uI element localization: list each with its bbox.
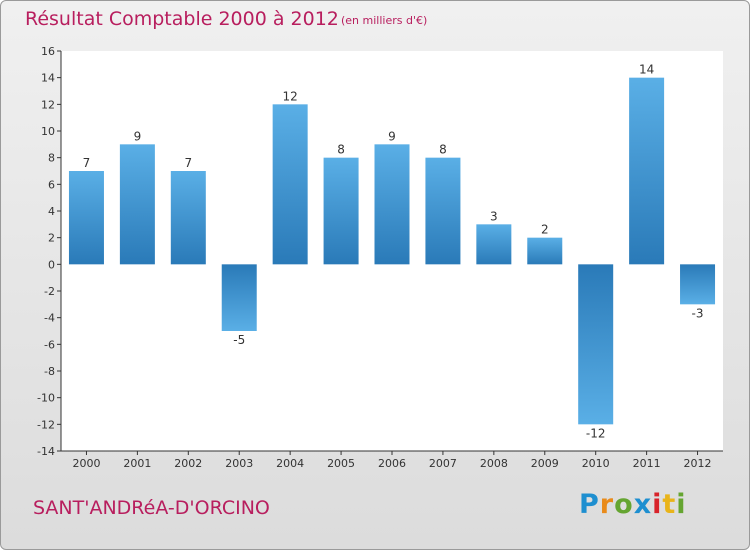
y-tick-label: -4 xyxy=(44,312,55,325)
logo-letter: i xyxy=(652,489,663,520)
y-tick-label: -12 xyxy=(37,418,55,431)
x-tick-label: 2009 xyxy=(531,457,559,470)
data-label: 7 xyxy=(184,156,192,170)
bar xyxy=(680,264,716,305)
logo-letter: t xyxy=(662,489,677,520)
chart-title: Résultat Comptable 2000 à 2012 xyxy=(25,8,339,30)
proxiti-logo[interactable]: Proxiti xyxy=(579,489,687,520)
data-label: 9 xyxy=(134,129,142,143)
x-tick-label: 2005 xyxy=(327,457,355,470)
bar xyxy=(527,237,563,265)
y-tick-label: -6 xyxy=(44,338,55,351)
x-tick-label: 2011 xyxy=(633,457,661,470)
bar xyxy=(68,171,104,265)
data-label: 8 xyxy=(337,143,345,157)
bar xyxy=(119,144,155,265)
data-label: 2 xyxy=(541,223,549,237)
bar xyxy=(170,171,206,265)
y-tick-label: 4 xyxy=(48,205,55,218)
data-label: -3 xyxy=(692,306,704,320)
y-tick-label: 8 xyxy=(48,152,55,165)
data-label: -5 xyxy=(233,333,245,347)
y-tick-label: 6 xyxy=(48,178,55,191)
logo-letter: x xyxy=(633,489,653,520)
bar xyxy=(374,144,410,265)
data-label: 14 xyxy=(639,63,654,77)
data-label: 8 xyxy=(439,143,447,157)
commune-name: SANT'ANDRéA-D'ORCINO xyxy=(33,497,270,519)
x-tick-label: 2000 xyxy=(72,457,100,470)
logo-letter: P xyxy=(579,489,600,520)
data-label: 7 xyxy=(83,156,91,170)
y-tick-label: -8 xyxy=(44,365,55,378)
y-tick-label: 10 xyxy=(41,125,55,138)
y-tick-label: -10 xyxy=(37,392,55,405)
bar xyxy=(629,77,665,265)
data-label: 3 xyxy=(490,209,498,223)
y-tick-label: 14 xyxy=(41,72,55,85)
x-tick-label: 2004 xyxy=(276,457,304,470)
logo-letter: o xyxy=(614,489,634,520)
data-label: -12 xyxy=(586,426,606,440)
data-label: 9 xyxy=(388,129,396,143)
bar xyxy=(221,264,257,331)
y-tick-label: -14 xyxy=(37,445,55,458)
x-tick-label: 2001 xyxy=(123,457,151,470)
x-tick-label: 2012 xyxy=(684,457,712,470)
y-tick-label: 0 xyxy=(48,258,55,271)
bar xyxy=(578,264,614,425)
x-tick-label: 2010 xyxy=(582,457,610,470)
logo-letter: r xyxy=(599,489,615,520)
bar xyxy=(323,157,359,265)
y-tick-label: -2 xyxy=(44,285,55,298)
bar xyxy=(425,157,461,265)
x-tick-label: 2006 xyxy=(378,457,406,470)
y-tick-label: 2 xyxy=(48,232,55,245)
x-tick-label: 2003 xyxy=(225,457,253,470)
bar xyxy=(476,224,512,265)
bar xyxy=(272,104,308,265)
y-tick-label: 12 xyxy=(41,98,55,111)
y-tick-label: 16 xyxy=(41,45,55,58)
x-tick-label: 2008 xyxy=(480,457,508,470)
data-label: 12 xyxy=(283,89,298,103)
chart-subtitle: (en milliers d'€) xyxy=(341,14,428,27)
x-tick-label: 2007 xyxy=(429,457,457,470)
logo-letter: i xyxy=(676,489,687,520)
x-tick-label: 2002 xyxy=(174,457,202,470)
